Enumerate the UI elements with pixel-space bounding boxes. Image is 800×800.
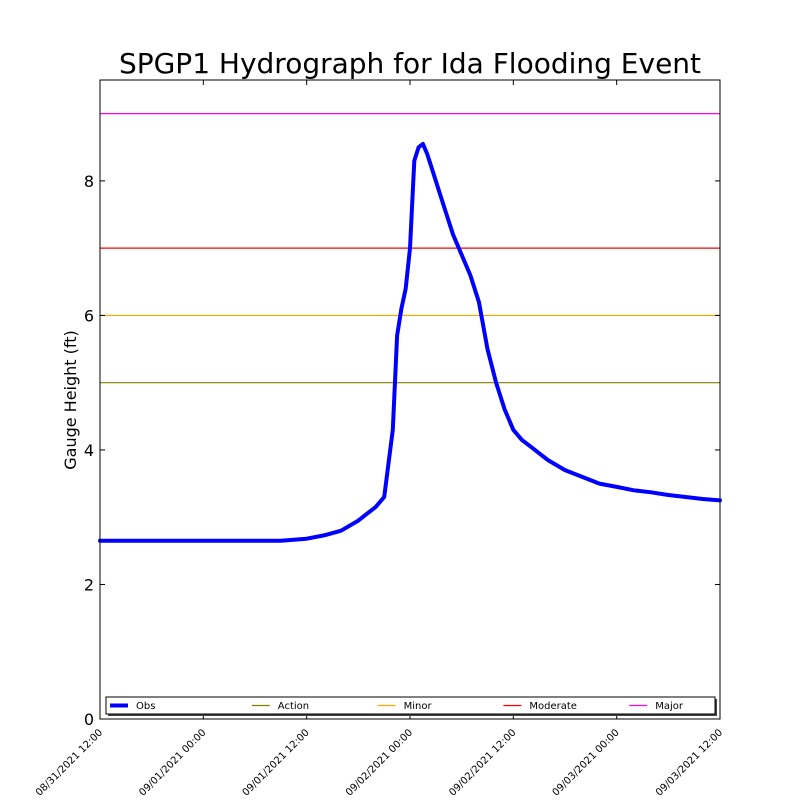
legend: Obs Action Minor Moderate Major	[105, 696, 717, 716]
legend-label-moderate: Moderate	[529, 701, 577, 712]
x-tick-label: 09/03/2021 12:00	[654, 727, 725, 798]
legend-label-action: Action	[278, 701, 309, 712]
y-tick-label: 4	[84, 441, 94, 460]
y-tick-label: 2	[84, 575, 94, 594]
x-tick-label: 09/01/2021 12:00	[241, 727, 312, 798]
x-tick-label: 09/02/2021 12:00	[447, 727, 518, 798]
legend-label-minor: Minor	[404, 701, 433, 712]
chart-title: SPGP1 Hydrograph for Ida Flooding Event	[119, 47, 701, 80]
legend-box	[105, 696, 716, 715]
plot-frame	[99, 79, 721, 720]
y-axis-label: Gauge Height (ft)	[61, 330, 80, 470]
x-tick-label: 08/31/2021 12:00	[34, 727, 105, 798]
x-tick-label: 09/02/2021 00:00	[344, 727, 415, 798]
legend-label-obs: Obs	[136, 701, 155, 712]
series-line-obs	[98, 141, 722, 543]
y-tick-label: 0	[84, 710, 94, 729]
legend-label-major: Major	[655, 701, 684, 712]
x-tick-label: 09/03/2021 00:00	[551, 727, 622, 798]
y-ticks: 0 2 4 6 8	[84, 172, 720, 729]
y-tick-label: 8	[84, 172, 94, 191]
y-tick-label: 6	[84, 306, 94, 325]
x-ticks: 08/31/2021 12:00 09/01/2021 00:00 09/01/20…	[34, 80, 725, 799]
series-layer	[98, 141, 722, 543]
x-tick-label: 09/01/2021 00:00	[137, 727, 208, 798]
